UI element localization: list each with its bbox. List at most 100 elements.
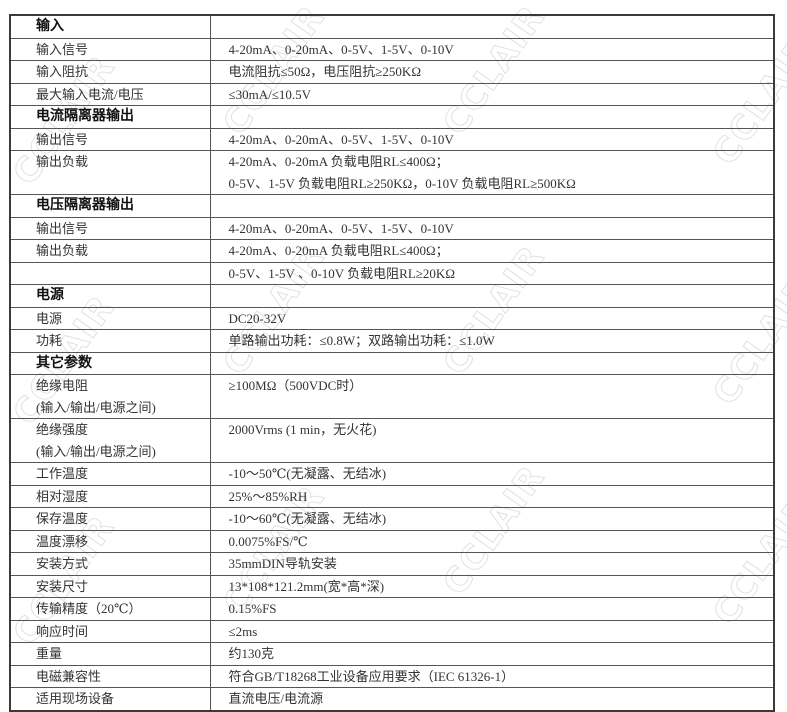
table-row: 输出负载 4-20mA、0-20mA 负载电阻RL≤400Ω；	[9, 239, 775, 263]
spec-label-line: 电流隔离器输出	[36, 108, 134, 124]
table-row: 功耗 单路输出功耗：≤0.8W；双路输出功耗：≤1.0W	[9, 329, 775, 353]
spec-value-line: ≥100MΩ（500VDC时）	[228, 378, 363, 393]
spec-value-line: 35mmDIN导轨安装	[228, 556, 337, 571]
spec-label-line: 响应时间	[36, 623, 89, 639]
spec-label: 重量	[9, 642, 211, 666]
spec-value: -10～50℃(无凝露、无结冰)	[209, 462, 775, 486]
spec-value: 电流阻抗≤50Ω，电压阻抗≥250KΩ	[209, 60, 775, 84]
spec-label-line: 最大输入电流/电压	[36, 86, 144, 102]
table-row: 输入信号 4-20mA、0-20mA、0-5V、1-5V、0-10V	[9, 37, 775, 61]
table-row: 输出负载 4-20mA、0-20mA 负载电阻RL≤400Ω； 0-5V、1-5V …	[9, 150, 775, 195]
table-row: 0-5V、1-5V 、0-10V 负载电阻RL≥20KΩ	[9, 261, 775, 285]
table-row: 温度漂移 0.0075%FS/℃	[9, 529, 775, 553]
spec-label: 安装方式	[9, 552, 211, 576]
spec-value-line: 直流电压/电流源	[228, 691, 324, 706]
spec-value: ≤2ms	[209, 619, 775, 643]
spec-value-line: 13*108*121.2mm(宽*高*深)	[228, 578, 385, 594]
spec-label-line: 绝缘电阻	[36, 378, 89, 393]
spec-label-line: 电源	[36, 310, 63, 326]
spec-value-line: 0.15%FS	[228, 601, 277, 616]
table-row: 输出信号 4-20mA、0-20mA、0-5V、1-5V、0-10V	[9, 127, 775, 151]
spec-value: 2000Vrms (1 min，无火花)	[209, 418, 775, 463]
spec-value-line: 4-20mA、0-20mA、0-5V、1-5V、0-10V	[228, 220, 454, 236]
spec-value: 4-20mA、0-20mA 负载电阻RL≤400Ω； 0-5V、1-5V 负载电阻…	[209, 150, 775, 195]
spec-label: 电源	[9, 306, 211, 330]
spec-label: 输出负载	[9, 239, 211, 263]
spec-label-line: 输入	[36, 18, 64, 34]
spec-value-line: DC20-32V	[228, 310, 287, 326]
spec-label-line: 输出负载	[36, 154, 89, 169]
spec-label	[9, 262, 211, 285]
spec-label-line: 相对湿度	[36, 488, 89, 504]
spec-label: 功耗	[9, 329, 211, 353]
spec-value-line: ≤2ms	[228, 623, 258, 639]
spec-value-line: 0-5V、1-5V 负载电阻RL≥250KΩ，0-10V 负载电阻RL≥500K…	[228, 175, 576, 191]
table-row: 适用现场设备 直流电压/电流源	[9, 687, 775, 711]
spec-value-line: ​	[229, 16, 774, 38]
spec-label-line: 工作温度	[36, 466, 89, 481]
table-row: 输出信号 4-20mA、0-20mA、0-5V、1-5V、0-10V	[9, 216, 775, 240]
spec-value: ​	[209, 194, 775, 218]
spec-value: ≥100MΩ（500VDC时）	[209, 374, 775, 419]
table-row: 输入阻抗 电流阻抗≤50Ω，电压阻抗≥250KΩ	[9, 60, 775, 84]
spec-value-line: ​	[229, 195, 774, 217]
spec-value-line: 4-20mA、0-20mA 负载电阻RL≤400Ω；	[228, 154, 449, 169]
spec-label-line: 温度漂移	[36, 533, 89, 549]
spec-label: 响应时间	[9, 619, 211, 643]
spec-label: 工作温度	[9, 462, 211, 486]
spec-value: ​	[209, 351, 775, 375]
spec-label: 输入阻抗	[9, 60, 211, 84]
table-row: 相对湿度 25%～85%RH	[9, 484, 775, 508]
spec-value: 0.0075%FS/℃	[209, 529, 775, 553]
spec-label-line: 输出负载	[36, 243, 89, 258]
spec-value: ​	[209, 105, 775, 129]
spec-label-line: (输入/输出/电源之间)	[36, 399, 156, 415]
table-row: 保存温度 -10～60℃(无凝露、无结冰)	[9, 507, 775, 531]
spec-value-line: 2000Vrms (1 min，无火花)	[228, 422, 377, 437]
spec-label-line: 适用现场设备	[36, 691, 115, 706]
spec-value: 直流电压/电流源	[209, 687, 775, 711]
spec-label: 安装尺寸	[9, 574, 211, 598]
spec-label: 输出负载	[9, 150, 211, 195]
table-row: 重量 约130克	[9, 642, 775, 666]
spec-label: 相对湿度	[9, 484, 211, 508]
spec-label: 电流隔离器输出	[9, 105, 211, 129]
table-row: 安装方式 35mmDIN导轨安装	[9, 552, 775, 576]
table-row: 绝缘强度 (输入/输出/电源之间) 2000Vrms (1 min，无火花)	[9, 418, 775, 463]
spec-label-line: 传输精度（20℃）	[36, 601, 142, 616]
spec-value-line: ​	[229, 353, 774, 375]
spec-value-line: ​	[229, 106, 774, 128]
spec-label: 传输精度（20℃）	[9, 597, 211, 621]
table-row: 响应时间 ≤2ms	[9, 619, 775, 643]
spec-value-line: 4-20mA、0-20mA 负载电阻RL≤400Ω；	[228, 243, 449, 258]
spec-value-line: 电流阻抗≤50Ω，电压阻抗≥250KΩ	[228, 64, 421, 79]
spec-value: DC20-32V	[209, 306, 775, 330]
spec-value: ≤30mA/≤10.5V	[209, 82, 775, 106]
spec-label: 输出信号	[9, 127, 211, 151]
spec-label-line: 绝缘强度	[36, 422, 89, 437]
spec-value: 25%～85%RH	[209, 484, 775, 508]
spec-value: 0-5V、1-5V 、0-10V 负载电阻RL≥20KΩ	[209, 261, 775, 285]
table-row: 绝缘电阻 (输入/输出/电源之间) ≥100MΩ（500VDC时）	[9, 374, 775, 419]
spec-value-line: -10～50℃(无凝露、无结冰)	[228, 466, 387, 481]
spec-value-line: ≤30mA/≤10.5V	[228, 86, 312, 102]
spec-label-line: 电源	[36, 287, 64, 303]
table-row: 最大输入电流/电压 ≤30mA/≤10.5V	[9, 82, 775, 106]
spec-label-line: 其它参数	[36, 354, 92, 371]
spec-label-line: 安装尺寸	[36, 578, 89, 594]
spec-label: 绝缘强度 (输入/输出/电源之间)	[9, 418, 211, 463]
spec-label: 保存温度	[9, 507, 211, 531]
spec-value: 35mmDIN导轨安装	[209, 552, 775, 576]
section-header: 电源 ​	[9, 284, 775, 308]
table-row: 工作温度 -10～50℃(无凝露、无结冰)	[9, 462, 775, 486]
spec-value-line: 4-20mA、0-20mA、0-5V、1-5V、0-10V	[228, 131, 454, 147]
section-header: 输入 ​	[9, 14, 775, 39]
spec-value-line: 4-20mA、0-20mA、0-5V、1-5V、0-10V	[228, 41, 454, 57]
spec-value-line: 单路输出功耗：≤0.8W；双路输出功耗：≤1.0W	[228, 333, 495, 348]
section-header: 电压隔离器输出 ​	[9, 194, 775, 218]
spec-value-line: 符合GB/T18268工业设备应用要求（IEC 61326-1）	[228, 668, 515, 684]
spec-label-line: 输入阻抗	[36, 64, 89, 79]
spec-value: 13*108*121.2mm(宽*高*深)	[209, 574, 775, 598]
spec-value-line: ​	[229, 285, 774, 307]
spec-label-line: 输出信号	[36, 220, 89, 236]
